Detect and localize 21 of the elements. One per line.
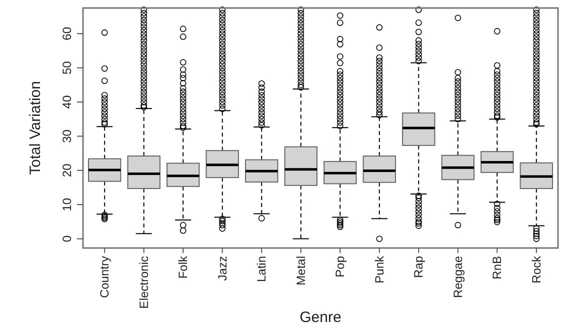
y-tick-label: 20	[60, 163, 74, 178]
x-tick-label: Reggae	[450, 256, 465, 298]
x-tick-label: Latin	[254, 256, 269, 282]
x-tick-label: RnB	[490, 256, 504, 280]
x-tick-label: Rock	[529, 255, 544, 284]
x-tick-label: Electronic	[136, 256, 151, 309]
x-tick-label: Metal	[294, 256, 308, 286]
y-tick-label: 40	[60, 95, 74, 109]
x-tick-label: Country	[98, 256, 112, 298]
x-tick-label: Rap	[412, 256, 426, 278]
x-tick-label: Punk	[372, 255, 386, 284]
x-tick-label: Jazz	[215, 256, 230, 281]
y-tick-label: 30	[60, 129, 74, 143]
y-tick-label: 0	[60, 235, 74, 242]
x-axis-title: Genre	[300, 309, 342, 326]
y-tick-label: 60	[60, 26, 74, 40]
x-tick-label: Folk	[176, 255, 190, 279]
y-tick-label: 10	[60, 198, 74, 212]
x-tick-label: Pop	[333, 256, 348, 278]
y-tick-label: 50	[60, 60, 74, 75]
y-axis-title: Total Variation	[27, 81, 44, 175]
